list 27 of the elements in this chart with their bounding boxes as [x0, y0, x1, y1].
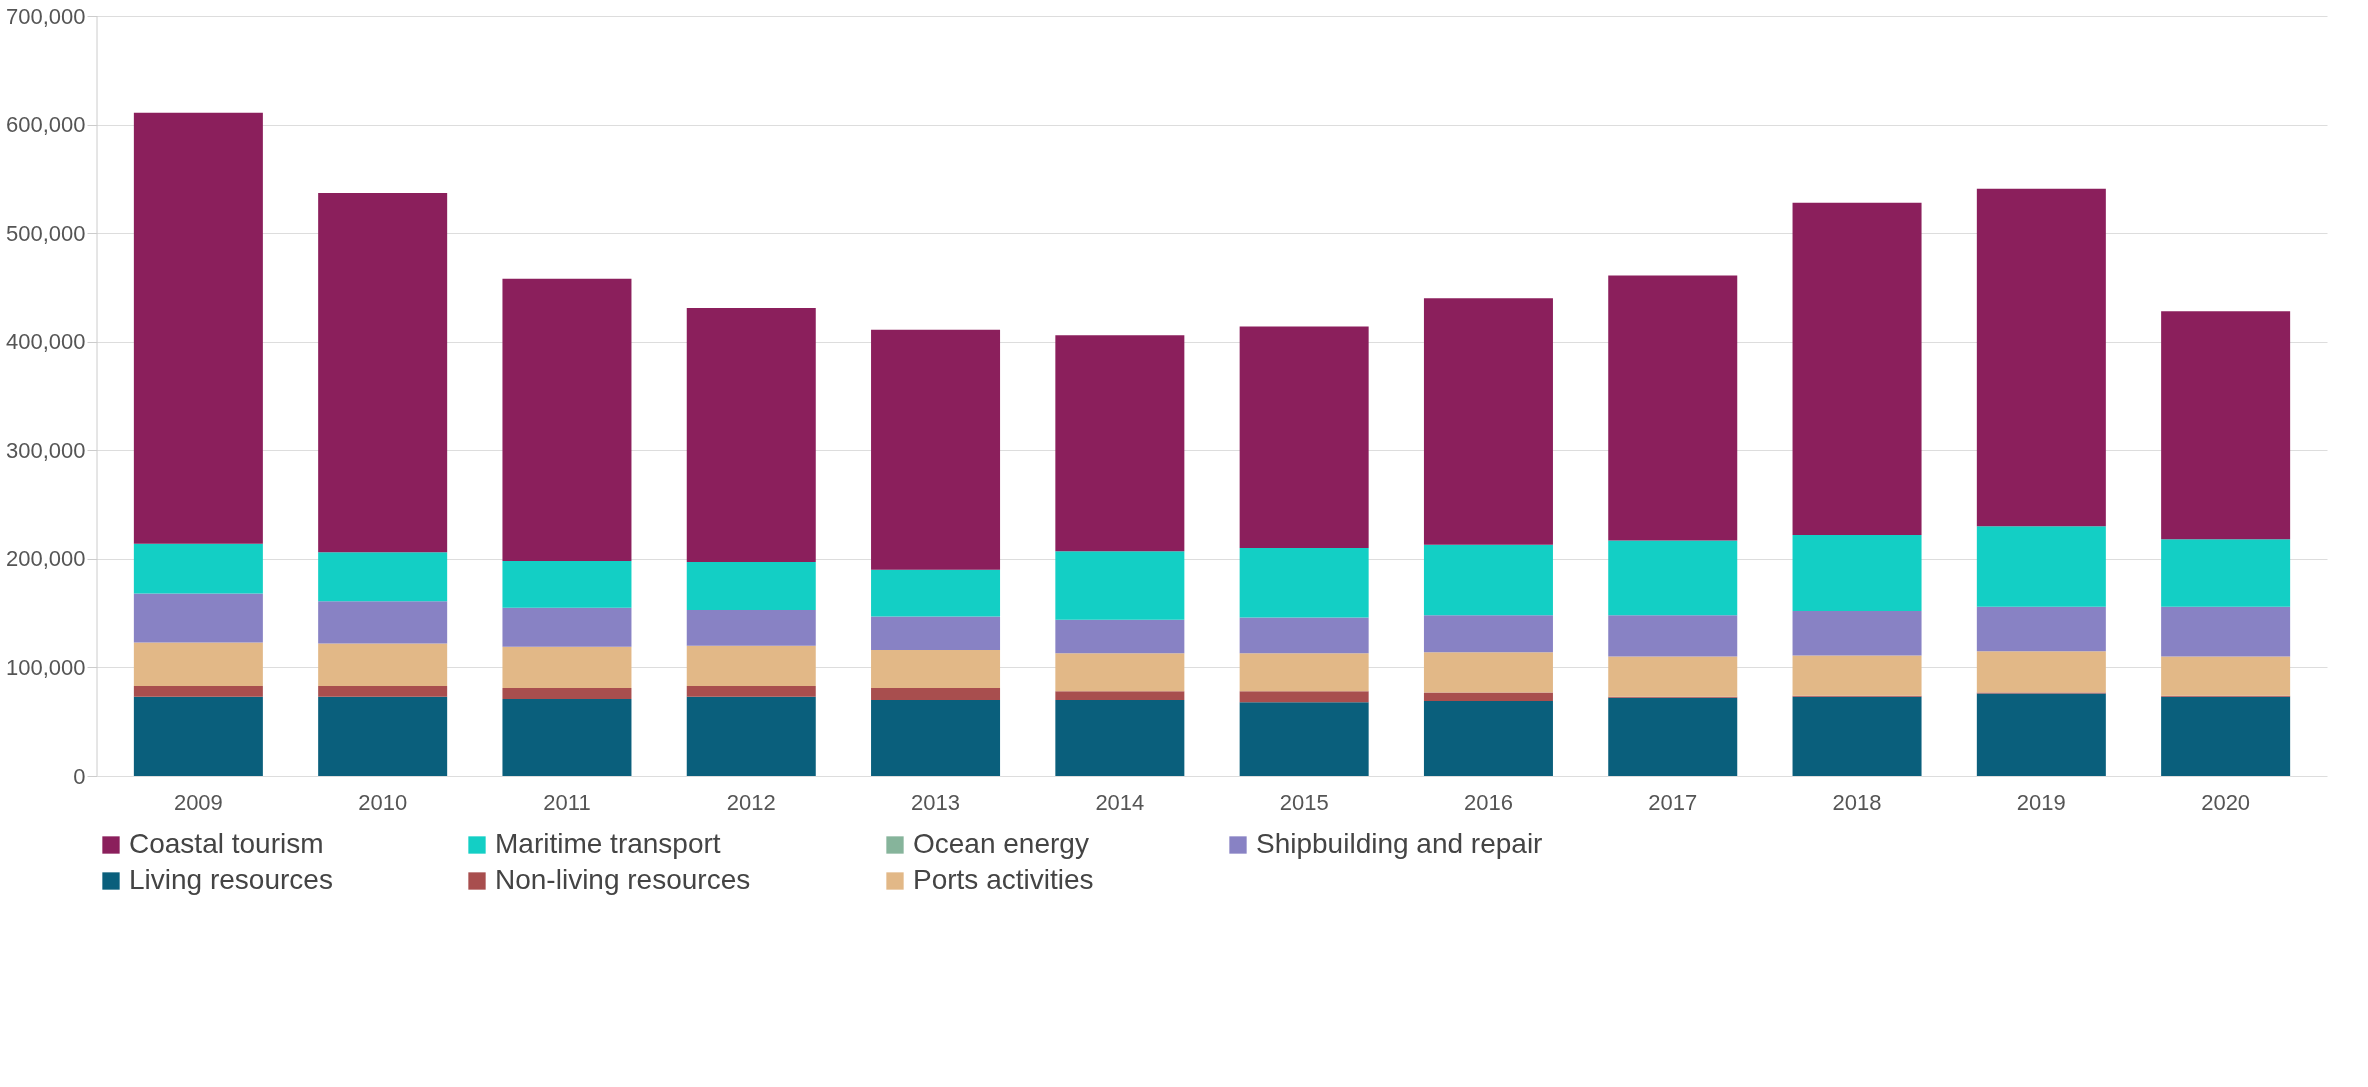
- x-tick-label: 2011: [543, 789, 591, 815]
- x-tick-label: 2018: [1832, 789, 1882, 815]
- x-tick-label: 2020: [2201, 789, 2251, 815]
- x-tick-label: 2010: [358, 789, 408, 815]
- legend-label: Maritime transport: [495, 828, 721, 859]
- x-tick-label: 2015: [1279, 789, 1329, 815]
- legend-label: Living resources: [129, 864, 333, 895]
- x-tick-label: 2013: [911, 789, 961, 815]
- x-tick-label: 2014: [1095, 789, 1145, 815]
- y-tick-label: 500,000: [5, 220, 86, 246]
- y-tick-label: 200,000: [5, 546, 86, 572]
- x-tick-label: 2016: [1463, 789, 1513, 815]
- x-tick-label: 2012: [726, 789, 776, 815]
- legend-label: Ports activities: [913, 864, 1094, 895]
- x-tick-label: 2017: [1648, 789, 1698, 815]
- legend-label: Coastal tourism: [129, 828, 324, 859]
- y-tick-label: 600,000: [5, 112, 86, 138]
- y-tick-label: 700,000: [5, 3, 86, 29]
- legend-label: Ocean energy: [913, 828, 1089, 859]
- x-tick-label: 2019: [2016, 789, 2066, 815]
- y-tick-label: 0: [73, 763, 86, 789]
- legend-label: Shipbuilding and repair: [1256, 828, 1543, 859]
- x-tick-label: 2009: [173, 789, 223, 815]
- y-tick-label: 400,000: [5, 329, 86, 355]
- y-tick-label: 100,000: [5, 654, 86, 680]
- y-tick-label: 300,000: [5, 437, 86, 463]
- legend-label: Non-living resources: [495, 864, 751, 895]
